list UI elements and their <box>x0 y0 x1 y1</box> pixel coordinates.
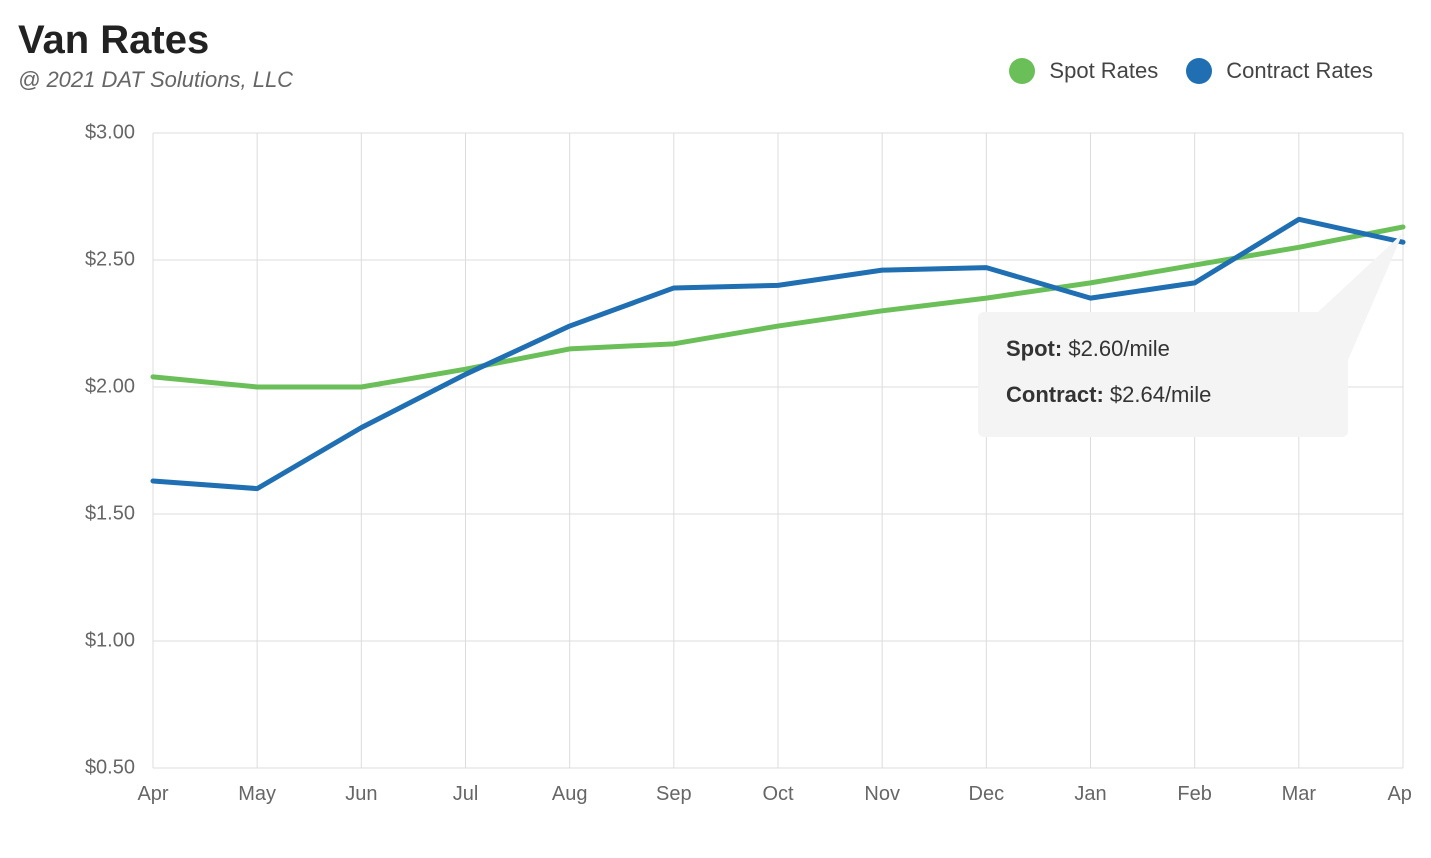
svg-text:Spot: $2.60/mile: Spot: $2.60/mile <box>1006 336 1170 361</box>
svg-text:Nov: Nov <box>864 783 900 805</box>
svg-text:Aug: Aug <box>552 783 588 805</box>
chart-legend: Spot Rates Contract Rates <box>1009 58 1373 84</box>
svg-text:Dec: Dec <box>969 783 1005 805</box>
legend-item-contract: Contract Rates <box>1186 58 1373 84</box>
legend-item-spot: Spot Rates <box>1009 58 1158 84</box>
svg-text:Feb: Feb <box>1177 783 1211 805</box>
svg-text:$1.00: $1.00 <box>85 629 135 651</box>
legend-label-contract: Contract Rates <box>1226 58 1373 84</box>
chart-subtitle: @ 2021 DAT Solutions, LLC <box>18 67 293 93</box>
svg-text:$2.00: $2.00 <box>85 375 135 397</box>
chart-title: Van Rates <box>18 18 293 63</box>
svg-text:Mar: Mar <box>1282 783 1317 805</box>
svg-text:$1.50: $1.50 <box>85 502 135 524</box>
legend-dot-contract <box>1186 58 1212 84</box>
svg-text:Sep: Sep <box>656 783 692 805</box>
svg-text:Jul: Jul <box>453 783 479 805</box>
svg-text:$3.00: $3.00 <box>85 121 135 143</box>
title-block: Van Rates @ 2021 DAT Solutions, LLC <box>18 18 293 93</box>
chart-header: Van Rates @ 2021 DAT Solutions, LLC Spot… <box>18 18 1413 93</box>
legend-dot-spot <box>1009 58 1035 84</box>
legend-label-spot: Spot Rates <box>1049 58 1158 84</box>
svg-text:Oct: Oct <box>762 783 794 805</box>
svg-text:Jun: Jun <box>345 783 377 805</box>
svg-text:May: May <box>238 783 276 805</box>
svg-text:$0.50: $0.50 <box>85 756 135 778</box>
svg-text:Contract: $2.64/mile: Contract: $2.64/mile <box>1006 382 1211 407</box>
svg-text:Apr: Apr <box>1387 783 1413 805</box>
svg-text:Jan: Jan <box>1074 783 1106 805</box>
svg-text:$2.50: $2.50 <box>85 248 135 270</box>
line-chart-svg: $0.50 $1.00 $1.50 $2.00 $2.50 $3.00 Apr May Jun J… <box>18 113 1413 833</box>
chart-area: $0.50 $1.00 $1.50 $2.00 $2.50 $3.00 Apr May Jun J… <box>18 113 1413 833</box>
svg-text:Apr: Apr <box>137 783 168 805</box>
